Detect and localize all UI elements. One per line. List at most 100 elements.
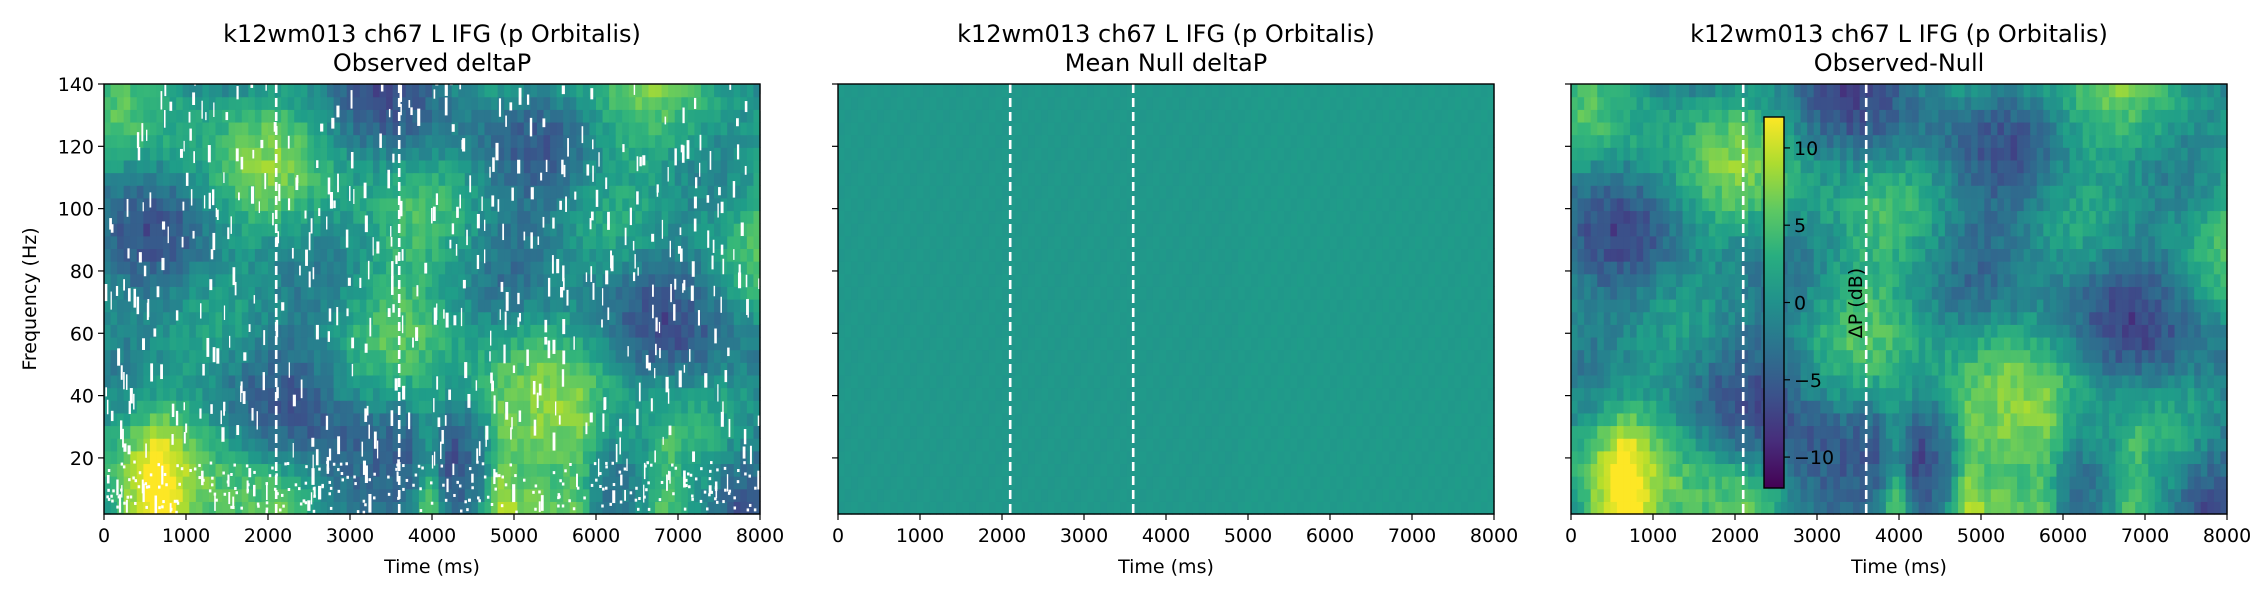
- heatmap-cell: [353, 311, 361, 325]
- heatmap-cell: [432, 476, 440, 490]
- heatmap-cell: [635, 109, 643, 123]
- heatmap-cell: [563, 299, 571, 313]
- heatmap-cell: [156, 210, 164, 224]
- heatmap-cell: [353, 463, 361, 477]
- heatmap-cell: [123, 84, 131, 98]
- heatmap-cell: [208, 261, 217, 275]
- heatmap-cell: [1428, 463, 1436, 477]
- heatmap-cell: [471, 349, 479, 363]
- heatmap-cell: [491, 349, 499, 363]
- heatmap-cell: [838, 438, 846, 452]
- heatmap-cell: [1264, 450, 1272, 465]
- heatmap-cell: [694, 501, 702, 515]
- heatmap-cell: [1047, 501, 1056, 515]
- masked-gap: [592, 282, 595, 300]
- masked-gap: [287, 488, 291, 492]
- masked-gap: [732, 181, 736, 198]
- heatmap-cell: [392, 185, 400, 199]
- masked-gap: [497, 199, 500, 212]
- heatmap-cell: [569, 121, 577, 136]
- heatmap-cell: [333, 299, 341, 313]
- masked-gap: [742, 446, 746, 459]
- heatmap-cell: [916, 476, 924, 490]
- heatmap-cell: [130, 121, 138, 136]
- heatmap-cell: [241, 147, 249, 161]
- heatmap-cell: [425, 299, 433, 313]
- heatmap-cell: [346, 412, 354, 427]
- heatmap-cell: [1028, 476, 1036, 490]
- heatmap-cell: [720, 311, 728, 325]
- heatmap-cell: [1454, 488, 1462, 502]
- heatmap-cell: [563, 476, 571, 490]
- heatmap-cell: [117, 400, 125, 414]
- heatmap-cell: [615, 147, 623, 161]
- heatmap-cell: [517, 324, 525, 338]
- heatmap-cell: [386, 159, 394, 174]
- heatmap-cell: [740, 362, 748, 376]
- heatmap-cell: [740, 248, 748, 262]
- heatmap-cell: [379, 463, 387, 477]
- heatmap-cell: [274, 362, 282, 376]
- heatmap-cell: [307, 159, 315, 174]
- heatmap-cell: [143, 400, 151, 414]
- heatmap-cell: [1415, 488, 1423, 502]
- heatmap-cell: [1461, 501, 1469, 515]
- heatmap-cell: [1015, 425, 1023, 439]
- heatmap-cell: [1041, 463, 1049, 477]
- masked-gap: [417, 464, 421, 468]
- masked-gap: [120, 462, 124, 466]
- heatmap-cell: [1343, 476, 1351, 490]
- heatmap-cell: [550, 185, 558, 199]
- heatmap-cell: [477, 286, 486, 300]
- masked-gap: [364, 465, 368, 483]
- heatmap-cell: [1454, 438, 1462, 452]
- heatmap-cell: [313, 248, 322, 262]
- heatmap-cell: [484, 172, 492, 186]
- heatmap-cell: [1467, 488, 1475, 502]
- heatmap-cell: [228, 336, 236, 351]
- heatmap-cell: [182, 501, 190, 515]
- heatmap-cell: [195, 299, 203, 313]
- heatmap-cell: [727, 387, 735, 401]
- masked-gap: [315, 324, 319, 340]
- masked-gap: [623, 467, 627, 471]
- heatmap-cell: [1054, 488, 1062, 502]
- heatmap-cell: [143, 412, 151, 427]
- heatmap-cell: [379, 261, 387, 275]
- masked-gap: [143, 265, 147, 277]
- heatmap-cell: [241, 311, 249, 325]
- masked-gap: [471, 486, 474, 490]
- masked-gap: [512, 484, 516, 503]
- heatmap-cell: [674, 134, 682, 148]
- heatmap-cell: [523, 109, 531, 123]
- heatmap-cell: [602, 412, 610, 427]
- masked-gap: [720, 201, 724, 214]
- heatmap-cell: [497, 147, 505, 161]
- heatmap-cell: [399, 172, 407, 186]
- heatmap-cell: [1087, 438, 1095, 452]
- heatmap-cell: [353, 172, 361, 186]
- heatmap-cell: [563, 501, 571, 515]
- heatmap-cell: [418, 412, 427, 427]
- heatmap-cell: [491, 261, 499, 275]
- heatmap-cell: [648, 248, 656, 262]
- heatmap-cell: [169, 84, 177, 98]
- heatmap-cell: [333, 261, 341, 275]
- heatmap-cell: [327, 248, 335, 262]
- heatmap-cell: [379, 476, 387, 490]
- masked-gap: [328, 480, 331, 484]
- heatmap-cell: [110, 362, 118, 376]
- masked-gap: [193, 151, 195, 164]
- heatmap-cell: [320, 324, 328, 338]
- heatmap-cell: [1106, 450, 1115, 465]
- heatmap-cell: [189, 400, 197, 414]
- heatmap-cell: [700, 185, 709, 199]
- heatmap-cell: [523, 286, 531, 300]
- heatmap-cell: [491, 109, 499, 123]
- heatmap-cell: [425, 476, 433, 490]
- masked-gap: [468, 498, 471, 502]
- heatmap-cell: [543, 488, 551, 502]
- heatmap-cell: [491, 121, 499, 136]
- masked-gap: [230, 216, 232, 234]
- heatmap-cell: [130, 96, 138, 110]
